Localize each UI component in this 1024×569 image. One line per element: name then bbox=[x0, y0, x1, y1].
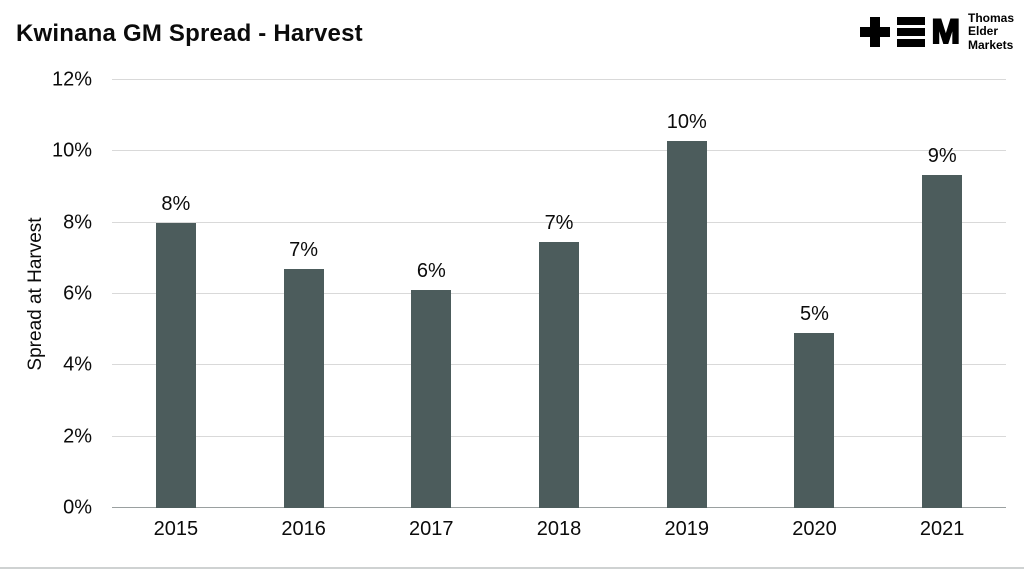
bar-slot: 6% bbox=[367, 80, 495, 508]
logo-line-markets: Markets bbox=[967, 37, 1014, 52]
bar-slot: 8% bbox=[112, 80, 240, 508]
bar-value-label: 6% bbox=[416, 260, 446, 283]
logo-wordmark: Thomas Elder Markets bbox=[967, 11, 1014, 52]
m-icon: M bbox=[931, 13, 961, 52]
bar-slot: 10% bbox=[623, 80, 751, 508]
bar-2016: 7% bbox=[283, 239, 324, 508]
x-tick-label: 2021 bbox=[919, 518, 965, 540]
gridline bbox=[112, 150, 1006, 152]
x-axis: 2015 2016 2017 2018 2019 2020 2021 bbox=[112, 518, 1006, 541]
bar-slot: 5% bbox=[751, 80, 879, 508]
bar-value-label: 7% bbox=[544, 212, 574, 235]
tem-logo: M Thomas Elder Markets bbox=[859, 11, 1014, 52]
plus-icon bbox=[859, 17, 890, 48]
bar-2020: 5% bbox=[794, 303, 835, 508]
gridline bbox=[112, 79, 1006, 80]
bar-2018: 7% bbox=[539, 212, 580, 508]
x-tick-label: 2020 bbox=[792, 518, 837, 540]
y-axis: 0% 2% 4% 6% 8% 10% 12% bbox=[0, 69, 104, 519]
gridline bbox=[112, 221, 1006, 223]
bar-value-label: 5% bbox=[800, 303, 829, 326]
y-tick-label: 2% bbox=[63, 425, 92, 448]
triple-bar-icon bbox=[896, 17, 925, 48]
y-tick-label: 6% bbox=[63, 282, 92, 305]
bar-slot: 7% bbox=[495, 80, 623, 508]
x-tick-label: 2015 bbox=[153, 518, 199, 540]
y-tick-label: 12% bbox=[51, 68, 92, 91]
y-tick-label: 0% bbox=[63, 496, 92, 519]
bar-value-label: 10% bbox=[666, 110, 707, 133]
bar-slot: 7% bbox=[240, 80, 368, 508]
y-tick-label: 8% bbox=[63, 211, 92, 234]
x-tick-label: 2017 bbox=[409, 518, 454, 540]
bar-value-label: 9% bbox=[927, 144, 957, 167]
logo-line-elder: Elder bbox=[967, 24, 998, 39]
bar-2019: 10% bbox=[667, 111, 707, 508]
x-tick-label: 2018 bbox=[536, 518, 582, 540]
bar-value-label: 7% bbox=[289, 239, 319, 262]
y-tick-label: 10% bbox=[51, 139, 92, 162]
bar-2017: 6% bbox=[411, 260, 452, 508]
chart-title: Kwinana GM Spread - Harvest bbox=[16, 20, 363, 47]
bar-2015: 8% bbox=[155, 193, 196, 508]
bar-value-label: 8% bbox=[161, 192, 191, 215]
x-tick-label: 2016 bbox=[281, 518, 326, 540]
plot-area: 8% 7% 6% 7% 10% 5% 9% bbox=[112, 79, 1006, 508]
x-tick-label: 2019 bbox=[664, 518, 709, 540]
bar-slot: 9% bbox=[878, 80, 1006, 508]
y-tick-label: 4% bbox=[63, 353, 92, 376]
logo-line-thomas: Thomas bbox=[967, 11, 1014, 25]
bar-2021: 9% bbox=[922, 145, 963, 508]
